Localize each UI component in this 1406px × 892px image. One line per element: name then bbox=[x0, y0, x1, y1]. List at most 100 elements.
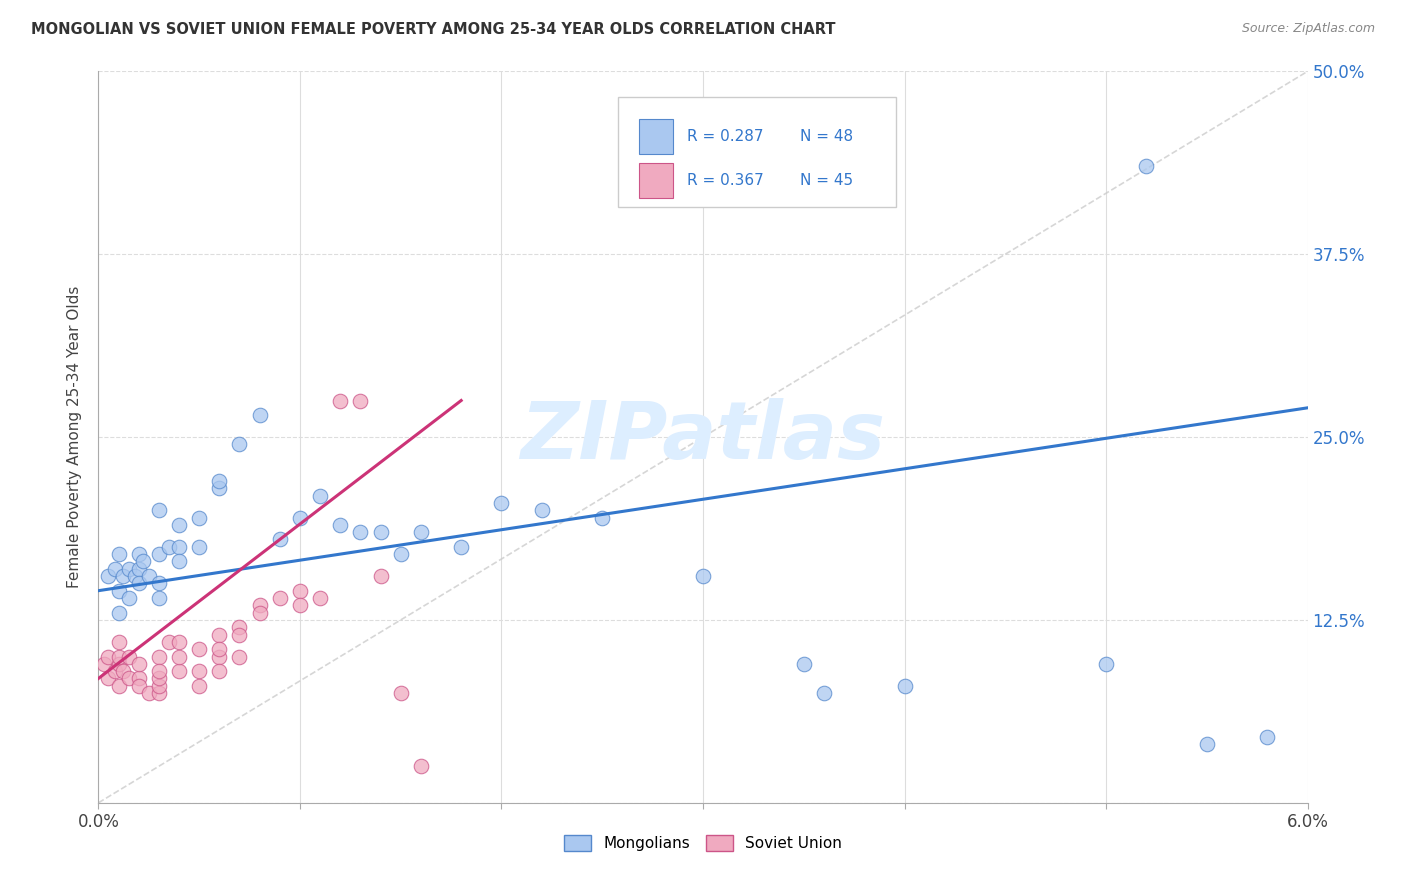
Point bbox=[97, 649, 120, 664]
Point bbox=[349, 525, 371, 540]
Point bbox=[389, 686, 412, 700]
Point bbox=[167, 517, 190, 532]
Point bbox=[188, 679, 211, 693]
Point bbox=[349, 393, 371, 408]
Point bbox=[148, 672, 170, 686]
Legend: Mongolians, Soviet Union: Mongolians, Soviet Union bbox=[558, 830, 848, 857]
Text: R = 0.367: R = 0.367 bbox=[688, 173, 763, 188]
Point bbox=[148, 547, 170, 561]
FancyBboxPatch shape bbox=[638, 119, 673, 154]
Point bbox=[128, 672, 150, 686]
Point bbox=[111, 569, 134, 583]
Point bbox=[138, 686, 160, 700]
Point bbox=[208, 474, 231, 488]
Point bbox=[107, 583, 129, 598]
Point bbox=[249, 606, 271, 620]
Point bbox=[288, 583, 311, 598]
Point bbox=[409, 759, 432, 773]
Point bbox=[491, 496, 513, 510]
Point bbox=[148, 649, 170, 664]
Point bbox=[128, 562, 150, 576]
Point bbox=[228, 627, 250, 641]
Point bbox=[167, 649, 190, 664]
Text: N = 45: N = 45 bbox=[800, 173, 853, 188]
Point bbox=[288, 510, 311, 524]
Point bbox=[228, 620, 250, 634]
Point bbox=[107, 606, 129, 620]
Point bbox=[157, 540, 180, 554]
Point bbox=[111, 664, 134, 678]
Point bbox=[107, 649, 129, 664]
Y-axis label: Female Poverty Among 25-34 Year Olds: Female Poverty Among 25-34 Year Olds bbox=[67, 286, 83, 588]
Point bbox=[107, 657, 129, 671]
Point bbox=[309, 591, 332, 605]
Point bbox=[148, 664, 170, 678]
FancyBboxPatch shape bbox=[638, 163, 673, 198]
Point bbox=[692, 569, 714, 583]
Point bbox=[148, 591, 170, 605]
Point bbox=[128, 657, 150, 671]
Point bbox=[107, 547, 129, 561]
Point bbox=[148, 679, 170, 693]
Point bbox=[97, 569, 120, 583]
Text: N = 48: N = 48 bbox=[800, 129, 853, 144]
Point bbox=[118, 562, 141, 576]
Text: R = 0.287: R = 0.287 bbox=[688, 129, 763, 144]
Point bbox=[288, 599, 311, 613]
Point bbox=[249, 599, 271, 613]
Text: Source: ZipAtlas.com: Source: ZipAtlas.com bbox=[1241, 22, 1375, 36]
Point bbox=[793, 657, 815, 671]
Point bbox=[167, 635, 190, 649]
Point bbox=[167, 540, 190, 554]
Point bbox=[591, 510, 613, 524]
Point bbox=[103, 664, 125, 678]
Point bbox=[118, 649, 141, 664]
Point bbox=[157, 635, 180, 649]
Point bbox=[370, 525, 392, 540]
Point bbox=[329, 517, 352, 532]
Point bbox=[370, 569, 392, 583]
Text: ZIPatlas: ZIPatlas bbox=[520, 398, 886, 476]
Point bbox=[329, 393, 352, 408]
Point bbox=[118, 672, 141, 686]
Point bbox=[208, 627, 231, 641]
Point bbox=[128, 576, 150, 591]
Point bbox=[450, 540, 472, 554]
Point bbox=[188, 510, 211, 524]
Point bbox=[124, 569, 146, 583]
Point bbox=[1256, 730, 1278, 744]
Point bbox=[103, 562, 125, 576]
Point bbox=[409, 525, 432, 540]
Point bbox=[148, 503, 170, 517]
Point bbox=[389, 547, 412, 561]
Point bbox=[1095, 657, 1118, 671]
Point bbox=[138, 569, 160, 583]
Point bbox=[269, 533, 291, 547]
Point bbox=[208, 649, 231, 664]
Point bbox=[208, 642, 231, 657]
Point bbox=[167, 554, 190, 568]
Point bbox=[813, 686, 835, 700]
Point bbox=[188, 642, 211, 657]
Point bbox=[188, 664, 211, 678]
Point bbox=[148, 686, 170, 700]
Point bbox=[228, 649, 250, 664]
Point bbox=[309, 489, 332, 503]
Point bbox=[167, 664, 190, 678]
Point bbox=[107, 635, 129, 649]
Point bbox=[208, 481, 231, 495]
Point bbox=[93, 657, 115, 671]
Point bbox=[118, 591, 141, 605]
Point bbox=[249, 408, 271, 422]
Point bbox=[530, 503, 553, 517]
Point bbox=[1135, 160, 1157, 174]
Point bbox=[208, 664, 231, 678]
Point bbox=[128, 547, 150, 561]
Point bbox=[107, 679, 129, 693]
Point bbox=[893, 679, 915, 693]
Point bbox=[228, 437, 250, 451]
Point bbox=[269, 591, 291, 605]
Point bbox=[148, 576, 170, 591]
Point bbox=[1195, 737, 1218, 751]
Point bbox=[97, 672, 120, 686]
